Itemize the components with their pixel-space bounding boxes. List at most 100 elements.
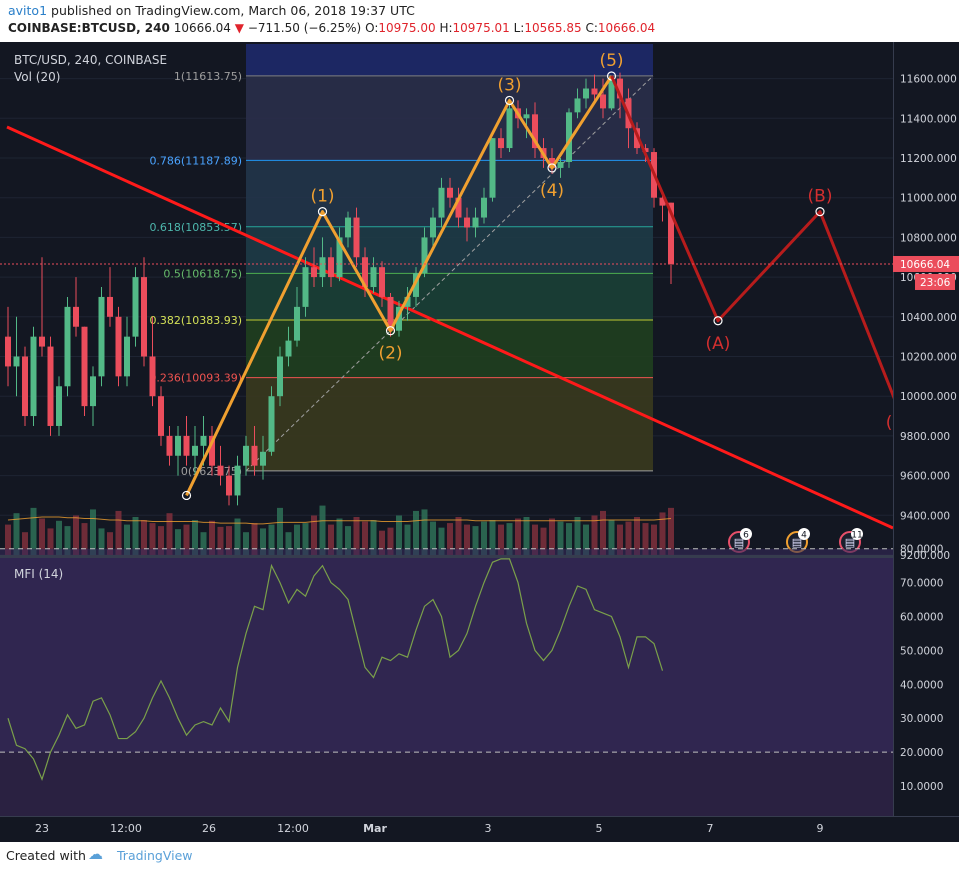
candle-body: [464, 217, 470, 228]
mfi-tick-label: 60.0000: [900, 612, 943, 624]
fib-top-zone: [246, 44, 653, 76]
volume-bar: [583, 524, 589, 555]
mfi-tick-label: 70.0000: [900, 578, 943, 590]
elliott-corrective-wave: [610, 75, 897, 401]
badge-count: 4: [801, 531, 807, 541]
candle-body: [506, 108, 513, 149]
chart-canvas[interactable]: 1(11613.75)0.786(11187.89)0.618(10853.57…: [0, 42, 959, 842]
countdown-tag-text: 23:06: [920, 277, 951, 289]
candle-body: [447, 187, 453, 198]
volume-bar: [319, 505, 326, 555]
volume-bar: [396, 515, 402, 555]
badge-count: 11: [851, 531, 862, 541]
price-tick-label: 9200.000: [900, 550, 950, 562]
low-value: 10565.85: [524, 21, 582, 35]
candle-body: [47, 346, 54, 426]
candle-body: [549, 158, 555, 168]
wave-point-marker: [385, 326, 396, 336]
price-tick-label: 9800.000: [900, 431, 950, 443]
time-tick-label: 23: [35, 822, 49, 835]
volume-bar: [149, 523, 156, 555]
volume-bar: [634, 517, 640, 555]
mfi-tick-label: 80.0000: [900, 544, 943, 556]
wave-label: (2): [378, 344, 402, 364]
flag-glyph: ▤: [792, 536, 802, 549]
time-tick-label: Mar: [363, 822, 387, 835]
volume-bar: [668, 507, 674, 555]
volume-bar: [98, 528, 105, 555]
wave-start-marker: [181, 490, 192, 501]
time-tick-label: 12:00: [110, 822, 142, 835]
volume-bar: [345, 526, 351, 555]
volume-bar: [540, 527, 547, 555]
badge-count-bubble: [798, 528, 810, 540]
volume-bar: [251, 523, 258, 555]
badge-count: 6: [743, 531, 749, 541]
volume-bar: [464, 524, 470, 555]
wave-point-marker: [504, 95, 515, 106]
volume-bar: [506, 523, 513, 555]
price-tick-label: 10400.000: [900, 312, 957, 324]
tradingview-brand-link[interactable]: TradingView: [117, 848, 193, 863]
volume-bar: [353, 517, 360, 555]
volume-bar: [430, 521, 436, 555]
published-text: published on TradingView.com, March 06, …: [51, 3, 415, 18]
down-triangle-icon: ▼: [234, 21, 245, 35]
author-link[interactable]: avito1: [8, 3, 48, 18]
candle-body: [234, 465, 241, 496]
volume-bar: [166, 513, 173, 555]
volume-bar: [370, 520, 377, 555]
volume-bar: [226, 526, 232, 555]
high-label: H:: [439, 21, 453, 35]
last-price-tag-text: 10666.04: [900, 259, 950, 271]
badge-count-bubble: [851, 528, 863, 540]
time-tick-label: 3: [485, 822, 492, 835]
volume-bar: [549, 518, 555, 555]
volume-bar: [115, 510, 122, 555]
low-label: L:: [513, 21, 525, 35]
time-tick-label: 7: [707, 822, 714, 835]
candle-body: [421, 237, 428, 274]
candle-body: [115, 316, 122, 377]
candle-body: [328, 257, 334, 278]
price-pane[interactable]: 1(11613.75)0.786(11187.89)0.618(10853.57…: [0, 42, 904, 556]
candle-body: [370, 267, 377, 288]
volume-bar: [22, 532, 28, 555]
mfi-band-fill: [0, 548, 893, 753]
wave-label: (3): [497, 75, 521, 95]
volume-bar: [47, 528, 54, 555]
close-value: 10666.04: [597, 21, 656, 35]
candle-body: [362, 257, 368, 288]
volume-bar: [285, 532, 292, 555]
volume-legend: Vol (20): [14, 70, 60, 84]
volume-bar: [107, 532, 113, 555]
candle-body: [396, 306, 402, 331]
mfi-legend: MFI (14): [14, 567, 63, 581]
volume-bar: [557, 521, 564, 555]
wave-point-marker: [317, 206, 328, 217]
volume-bar: [651, 524, 657, 555]
volume-bar: [200, 532, 207, 555]
corrective-wave-label: (A): [706, 334, 731, 354]
volume-bar: [481, 521, 487, 555]
last-price-tag: [893, 255, 959, 272]
event-badge[interactable]: ▤4: [786, 528, 810, 553]
mfi-tick-label: 10.0000: [900, 781, 943, 793]
price-axis-background: [893, 42, 959, 816]
volume-bar: [617, 524, 623, 555]
time-tick-label: 5: [596, 822, 603, 835]
fib-level-label: 0.5(10618.75): [163, 267, 242, 280]
fib-zone: [246, 226, 653, 274]
mfi-pane[interactable]: MFI (14): [0, 548, 893, 816]
footer: Created with ☁ TradingView: [0, 842, 959, 872]
volume-bar: [574, 517, 581, 555]
instrument-legend: BTC/USD, 240, COINBASE: [14, 53, 167, 67]
flag-glyph: ▤: [734, 536, 744, 549]
candle-body: [141, 277, 147, 357]
volume-bar: [421, 509, 428, 555]
fib-zone: [246, 377, 653, 471]
event-badge[interactable]: ▤11: [839, 528, 863, 553]
candle-body: [302, 267, 309, 307]
candle-body: [659, 197, 666, 206]
candle-body: [489, 138, 496, 198]
